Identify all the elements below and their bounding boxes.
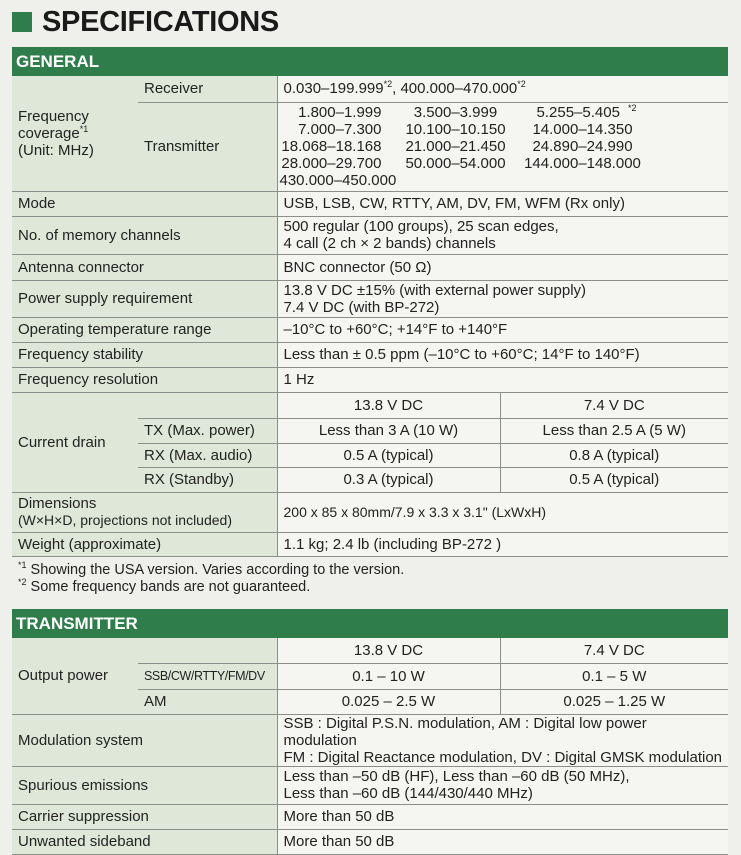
tx-band: 5.255–5.405 *2 (536, 103, 637, 122)
spec-label: Modulation system (12, 714, 277, 767)
output-col-13v8: 13.8 V DC (276, 638, 500, 664)
page-title: SPECIFICATIONS (12, 4, 279, 40)
tx-band: 14.000–14.350 (532, 121, 633, 138)
output-row-label: AM (138, 689, 277, 715)
spec-value: More than 50 dB (276, 804, 729, 830)
current-value: 0.8 A (typical) (499, 443, 728, 468)
spec-value: USB, LSB, CW, RTTY, AM, DV, FM, WFM (Rx … (276, 191, 728, 217)
spec-value: Less than ± 0.5 ppm (–10°C to +60°C; 14°… (276, 342, 728, 368)
spec-value: 500 regular (100 groups), 25 scan edges,… (276, 216, 728, 255)
spec-value: Less than –50 dB (HF), Less than –60 dB … (276, 766, 729, 805)
spec-value: 1 Hz (276, 367, 728, 393)
spec-label: Carrier suppression (12, 804, 277, 830)
tx-band: 50.000–54.000 (405, 155, 506, 172)
current-row-label: RX (Standby) (138, 467, 277, 493)
spec-row: No. of memory channels 500 regular (100 g… (12, 216, 728, 255)
output-col-7v4: 7.4 V DC (499, 638, 729, 664)
spec-label: Frequency resolution (12, 367, 277, 393)
tx-band: 3.500–3.999 (413, 104, 498, 121)
title-square-icon (12, 12, 32, 32)
spec-label: Antenna connector (12, 254, 277, 281)
output-row-label: SSB/CW/RTTY/FM/DV (138, 663, 277, 690)
receiver-label: Receiver (138, 76, 277, 103)
spec-value: More than 50 dB (276, 829, 729, 855)
output-value: 0.1 – 5 W (499, 663, 729, 690)
spec-row: Modulation system SSB : Digital P.S.N. mo… (12, 714, 729, 767)
spec-row: Mode USB, LSB, CW, RTTY, AM, DV, FM, WFM … (12, 191, 728, 217)
spec-label: Spurious emissions (12, 766, 277, 805)
spec-label: No. of memory channels (12, 216, 277, 255)
transmitter-bands: 1.800–1.999 3.500–3.999 5.255–5.405 *2 7.000… (276, 102, 728, 192)
spec-row: Antenna connector BNC connector (50 Ω) (12, 254, 728, 281)
weight-label: Weight (approximate) (12, 532, 277, 557)
spec-label: Frequency stability (12, 342, 277, 368)
footnote-2: *2 Some frequency bands are not guarante… (18, 577, 311, 595)
spec-label: Unwanted sideband (12, 829, 277, 855)
tx-band: 430.000–450.000 (279, 172, 397, 189)
transmitter-label: Transmitter (138, 102, 277, 192)
current-row-label: TX (Max. power) (138, 418, 277, 444)
output-value: 0.1 – 10 W (276, 663, 500, 690)
current-value: 0.3 A (typical) (276, 467, 500, 493)
output-value: 0.025 – 2.5 W (276, 689, 500, 715)
current-value: Less than 3 A (10 W) (276, 418, 500, 444)
tx-band: 28.000–29.700 (281, 155, 382, 172)
spec-row: Frequency resolution 1 Hz (12, 367, 728, 393)
spec-row: Power supply requirement 13.8 V DC ±15% (… (12, 280, 728, 318)
current-value: 0.5 A (typical) (276, 443, 500, 468)
current-col-13v8: 13.8 V DC (276, 392, 500, 419)
tx-band: 10.100–10.150 (405, 121, 506, 138)
current-row-label: RX (Max. audio) (138, 443, 277, 468)
spec-row: Carrier suppression More than 50 dB (12, 804, 729, 830)
current-drain-label: Current drain (12, 392, 138, 493)
spec-value: BNC connector (50 Ω) (276, 254, 728, 281)
dimensions-label: Dimensions (W×H×D, projections not includ… (12, 492, 277, 533)
dimensions-value: 200 x 85 x 80mm/7.9 x 3.3 x 3.1" (LxWxH) (276, 492, 728, 533)
tx-band: 21.000–21.450 (405, 138, 506, 155)
tx-band: 144.000–148.000 (524, 155, 641, 172)
spec-row: Unwanted sideband More than 50 dB (12, 829, 729, 855)
transmitter-header: TRANSMITTER (12, 609, 729, 638)
spec-row: Spurious emissions Less than –50 dB (HF),… (12, 766, 729, 805)
general-table: GENERAL Frequency coverage*1 (Unit: MHz) … (12, 47, 728, 557)
spec-row: Operating temperature range –10°C to +60°… (12, 317, 728, 343)
tx-band: 7.000–7.300 (298, 121, 382, 138)
tx-band: 18.068–18.168 (281, 138, 382, 155)
spec-label: Mode (12, 191, 277, 217)
current-value: Less than 2.5 A (5 W) (499, 418, 728, 444)
spec-value: SSB : Digital P.S.N. modulation, AM : Di… (276, 714, 729, 767)
footnote-1: *1 Showing the USA version. Varies accor… (18, 560, 405, 578)
tx-band: 1.800–1.999 (298, 104, 382, 121)
transmitter-table: TRANSMITTER Output power 13.8 V DC 7.4 V… (12, 609, 729, 855)
footnotes: *1 Showing the USA version. Varies accor… (18, 560, 405, 596)
spec-label: Power supply requirement (12, 280, 277, 318)
spec-row: Frequency stability Less than ± 0.5 ppm (… (12, 342, 728, 368)
output-value: 0.025 – 1.25 W (499, 689, 729, 715)
freq-coverage-label: Frequency coverage*1 (Unit: MHz) (12, 76, 138, 192)
page-title-text: SPECIFICATIONS (42, 5, 279, 38)
tx-band: 24.890–24.990 (532, 138, 633, 155)
spec-value: –10°C to +60°C; +14°F to +140°F (276, 317, 728, 343)
weight-value: 1.1 kg; 2.4 lb (including BP-272 ) (276, 532, 728, 557)
general-header: GENERAL (12, 47, 728, 76)
spec-value: 13.8 V DC ±15% (with external power supp… (276, 280, 728, 318)
spec-label: Operating temperature range (12, 317, 277, 343)
receiver-value: 0.030–199.999*2, 400.000–470.000*2 (276, 76, 728, 103)
output-power-label: Output power (12, 638, 138, 715)
current-col-7v4: 7.4 V DC (499, 392, 728, 419)
current-value: 0.5 A (typical) (499, 467, 728, 493)
